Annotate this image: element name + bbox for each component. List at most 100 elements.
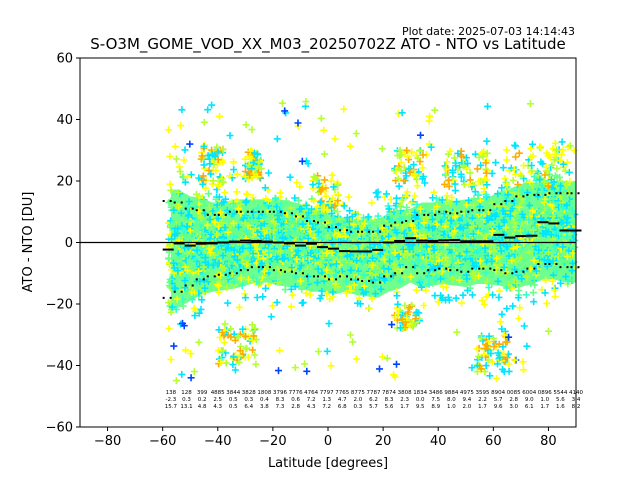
- scatter-point: [327, 269, 335, 277]
- scatter-point: [405, 156, 413, 164]
- scatter-point: [438, 268, 446, 275]
- stat-label: -2.3: [166, 397, 177, 403]
- scatter-point: [254, 228, 262, 236]
- stat-label: 4885: [211, 390, 225, 396]
- scatter-point: [476, 203, 484, 211]
- scatter-point: [530, 257, 538, 264]
- scatter-point: [470, 262, 478, 269]
- scatter-point: [503, 258, 511, 265]
- scatter-point: [194, 282, 202, 289]
- scatter-point: [383, 354, 391, 362]
- scatter-point: [503, 338, 511, 346]
- scatter-point: [231, 366, 239, 374]
- scatter-point: [172, 253, 179, 261]
- scatter-point: [564, 277, 572, 285]
- scatter-point: [254, 204, 262, 212]
- x-tick-label: 0: [324, 434, 332, 449]
- scatter-point: [166, 180, 174, 188]
- scatter-point: [204, 106, 212, 114]
- scatter-point: [321, 150, 328, 158]
- scatter-point: [281, 286, 289, 294]
- scatter-point: [514, 181, 522, 188]
- scatter-point: [255, 158, 263, 166]
- scatter-point: [551, 243, 559, 251]
- scatter-point: [553, 146, 561, 154]
- scatter-point: [513, 243, 521, 251]
- scatter-point: [445, 176, 453, 184]
- scatter-point: [454, 262, 462, 270]
- scatter-point: [510, 219, 518, 227]
- scatter-point: [207, 231, 215, 238]
- scatter-point: [534, 259, 542, 267]
- scatter-point: [262, 234, 270, 242]
- scatter-point: [305, 266, 313, 274]
- scatter-point: [430, 246, 438, 254]
- scatter-point: [318, 185, 326, 193]
- scatter-point: [453, 198, 460, 206]
- scatter-point: [334, 283, 342, 291]
- scatter-point: [281, 223, 289, 231]
- scatter-point: [563, 158, 571, 166]
- scatter-point: [281, 276, 289, 284]
- scatter-point: [536, 143, 544, 151]
- scatter-point: [468, 291, 476, 299]
- scatter-point: [234, 332, 242, 340]
- scatter-point: [541, 171, 549, 179]
- scatter-point: [180, 156, 188, 164]
- stat-label: 2.8: [291, 404, 300, 410]
- scatter-point: [487, 221, 495, 229]
- scatter-point: [411, 227, 419, 235]
- scatter-point: [268, 267, 276, 275]
- scatter-point: [463, 271, 471, 279]
- stat-label: 2.0: [354, 397, 363, 403]
- scatter-point: [426, 112, 434, 120]
- scatter-point: [413, 182, 421, 190]
- scatter-point: [235, 223, 243, 231]
- scatter-point: [383, 270, 391, 278]
- scatter-point: [506, 238, 514, 246]
- scatter-point: [483, 149, 491, 157]
- scatter-point: [566, 210, 573, 218]
- scatter-point: [470, 253, 478, 261]
- scatter-point: [218, 199, 226, 207]
- scatter-point: [458, 299, 466, 307]
- scatter-point: [222, 246, 230, 254]
- scatter-point: [224, 228, 232, 236]
- scatter-point: [195, 267, 203, 275]
- scatter-point: [369, 261, 377, 269]
- scatter-point: [408, 148, 416, 156]
- stat-label: 8904: [491, 390, 505, 396]
- scatter-point: [517, 246, 525, 254]
- scatter-point: [495, 293, 503, 301]
- scatter-point: [219, 252, 227, 260]
- scatter-point: [314, 265, 322, 273]
- scatter-point: [512, 153, 520, 161]
- scatter-point: [326, 229, 334, 237]
- scatter-point: [556, 252, 564, 260]
- scatter-point: [464, 267, 472, 275]
- stat-label: 3844: [226, 390, 240, 396]
- scatter-point: [443, 257, 451, 265]
- scatter-point: [539, 229, 546, 237]
- scatter-point: [517, 227, 525, 235]
- scatter-point: [406, 168, 414, 176]
- scatter-point: [374, 193, 382, 201]
- scatter-point: [376, 250, 384, 258]
- scatter-point: [209, 261, 217, 269]
- scatter-point: [499, 164, 507, 172]
- scatter-point: [554, 265, 562, 273]
- scatter-point: [519, 358, 527, 366]
- scatter-point: [503, 146, 511, 154]
- scatter-point: [503, 243, 511, 250]
- scatter-point: [193, 216, 201, 224]
- scatter-point: [211, 251, 219, 259]
- scatter-point: [360, 282, 368, 290]
- y-tick-label: 0: [65, 236, 73, 251]
- scatter-point: [462, 154, 470, 162]
- scatter-point: [558, 138, 566, 146]
- scatter-point: [464, 259, 472, 267]
- scatter-point: [438, 196, 446, 204]
- stat-label: 6.1: [525, 404, 534, 410]
- scatter-point: [556, 156, 564, 164]
- scatter-point: [221, 320, 229, 328]
